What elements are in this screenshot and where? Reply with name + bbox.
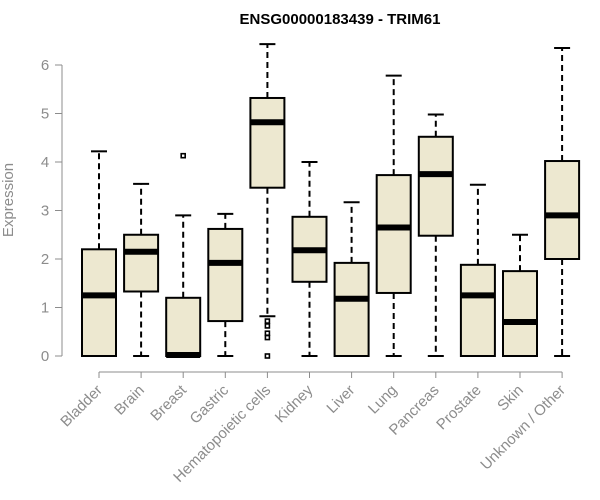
iqr-box — [375, 174, 412, 294]
x-tick-label: Breast — [147, 381, 190, 424]
y-tick-label: 6 — [41, 57, 49, 74]
x-tick-label: Bladder — [57, 382, 106, 431]
iqr-box — [81, 248, 117, 357]
box-brain — [123, 182, 160, 357]
box-unknown-other — [544, 47, 581, 357]
outlier-point — [264, 318, 271, 324]
x-tick-label: Liver — [323, 382, 358, 417]
box-liver — [333, 201, 370, 358]
outlier-point — [264, 330, 271, 337]
chart-title: ENSG00000183439 - TRIM61 — [240, 11, 441, 28]
y-tick-label: 2 — [41, 251, 49, 268]
y-tick-label: 0 — [41, 348, 49, 365]
iqr-box — [544, 160, 581, 260]
box-breast — [165, 152, 202, 359]
x-tick-label: Prostate — [433, 382, 485, 434]
iqr-box — [207, 227, 244, 323]
outlier-point — [264, 334, 271, 341]
y-tick-label: 3 — [41, 203, 49, 220]
iqr-box — [502, 270, 538, 357]
y-tick-label: 1 — [41, 300, 49, 317]
box-series — [81, 43, 581, 359]
iqr-box — [165, 296, 202, 357]
y-axis-label: Expression — [0, 163, 17, 237]
box-pancreas — [417, 113, 454, 357]
x-tick-label: Kidney — [272, 381, 317, 426]
box-hematopoietic-cells — [249, 43, 286, 359]
x-tick-label: Brain — [111, 382, 148, 419]
iqr-box — [459, 263, 496, 358]
iqr-box — [417, 135, 454, 237]
box-skin — [502, 233, 538, 357]
box-lung — [375, 74, 412, 357]
iqr-box — [123, 233, 160, 293]
box-bladder — [81, 150, 117, 357]
outlier-point — [264, 353, 271, 359]
outlier-point — [180, 152, 186, 159]
box-prostate — [459, 183, 496, 358]
x-tick-label: Lung — [365, 382, 401, 418]
y-tick-label: 4 — [41, 154, 49, 171]
y-tick-label: 5 — [41, 106, 49, 123]
iqr-box — [333, 261, 370, 358]
box-kidney — [291, 161, 328, 357]
iqr-box — [249, 96, 286, 189]
x-tick-label: Skin — [494, 382, 527, 415]
outlier-point — [264, 323, 271, 329]
y-axis: 0 1 2 3 4 5 6 — [41, 57, 63, 365]
box-gastric — [207, 212, 244, 357]
